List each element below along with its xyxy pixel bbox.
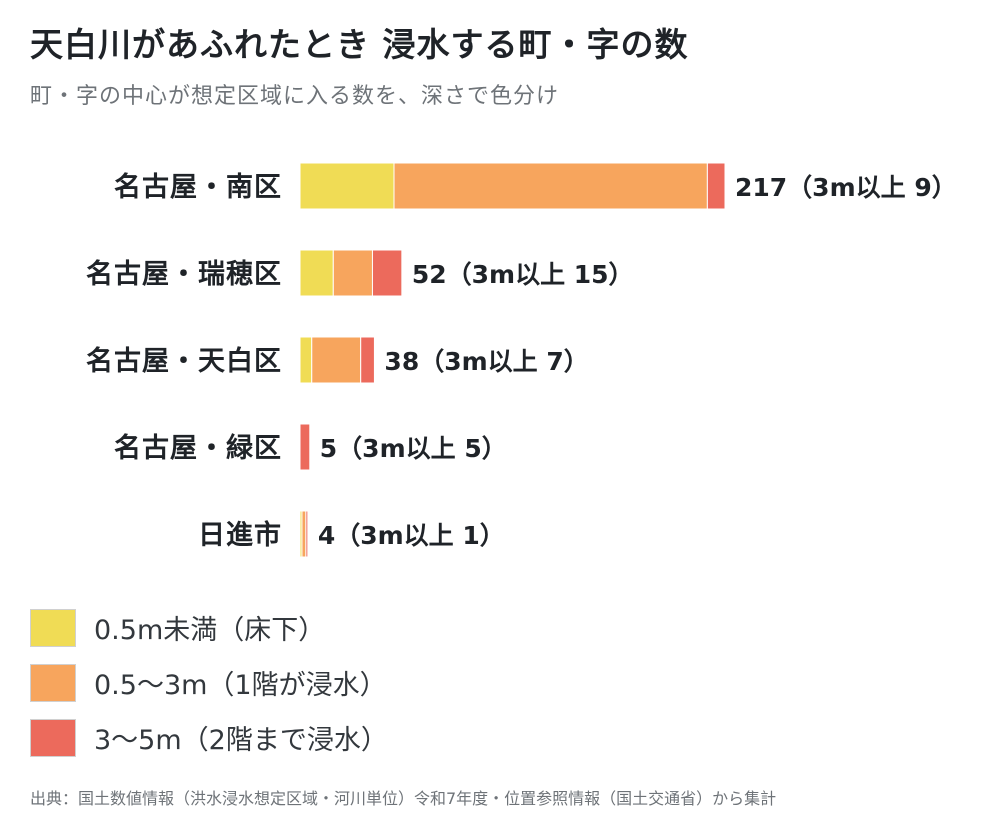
legend: 0.5m未満（床下） 0.5〜3m（1階が浸水） 3〜5m（2階まで浸水） — [30, 600, 388, 765]
value-label-4: 4（3m以上 1） — [318, 521, 505, 550]
bar-segment-1-1 — [332, 249, 373, 297]
bar-segment-0-2 — [706, 162, 726, 210]
bar-segment-0-0 — [299, 162, 395, 210]
category-label-2: 名古屋・天白区 — [86, 345, 282, 377]
value-label-2: 38（3m以上 7） — [384, 347, 588, 376]
bar-segment-2-0 — [299, 336, 313, 384]
bar-segment-1-0 — [299, 249, 334, 297]
legend-label-medium: 0.5〜3m（1階が浸水） — [94, 670, 387, 701]
value-label-0: 217（3m以上 9） — [735, 173, 957, 202]
chart-title: 天白川があふれたとき 浸水する町・字の数 — [30, 25, 689, 64]
stacked-bar-chart: 名古屋・南区 217（3m以上 9） 名古屋・瑞穂区 52（3m以上 15） 名古屋・天… — [86, 162, 957, 558]
bar-segment-2-2 — [360, 336, 375, 384]
category-label-1: 名古屋・瑞穂区 — [86, 258, 282, 290]
legend-swatch-medium — [30, 663, 76, 702]
category-label-4: 日進市 — [198, 519, 282, 551]
chart-subtitle: 町・字の中心が想定区域に入る数を、深さで色分け — [30, 84, 560, 109]
bar-segment-0-1 — [393, 162, 708, 210]
legend-item-deep: 3〜5m（2階まで浸水） — [30, 710, 388, 765]
category-label-0: 名古屋・南区 — [114, 171, 282, 203]
legend-swatch-shallow — [30, 608, 76, 647]
legend-label-shallow: 0.5m未満（床下） — [94, 615, 326, 646]
legend-item-shallow: 0.5m未満（床下） — [30, 600, 388, 655]
bar-segment-1-2 — [371, 249, 403, 297]
bar-segment-3-2 — [299, 423, 311, 471]
bar-segment-4-2 — [305, 510, 309, 558]
category-label-3: 名古屋・緑区 — [114, 432, 282, 464]
bar-segment-2-1 — [311, 336, 362, 384]
value-label-3: 5（3m以上 5） — [320, 434, 507, 463]
legend-label-deep: 3〜5m（2階まで浸水） — [94, 725, 388, 756]
legend-swatch-deep — [30, 718, 76, 757]
value-label-1: 52（3m以上 15） — [412, 260, 634, 289]
source-note: 出典：国土数値情報（洪水浸水想定区域・河川単位）令和7年度・位置参照情報（国土交… — [30, 789, 777, 808]
legend-item-medium: 0.5〜3m（1階が浸水） — [30, 655, 388, 710]
bar-segment-4-1 — [301, 510, 307, 558]
